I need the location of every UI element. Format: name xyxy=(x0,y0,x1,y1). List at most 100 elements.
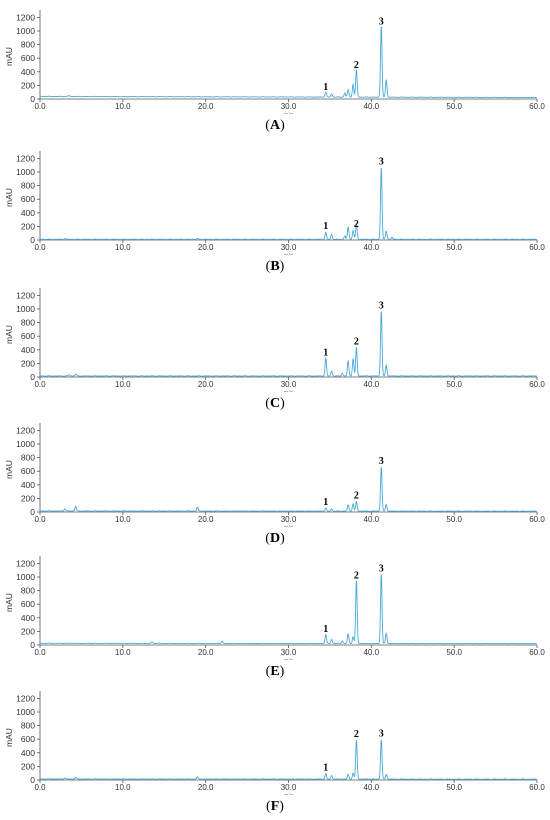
x-tick-label: 50.0 xyxy=(446,380,462,389)
peak-label-2: 2 xyxy=(354,490,359,501)
caption-letter: A xyxy=(269,118,281,133)
y-tick-label: 1000 xyxy=(16,572,35,582)
x-tick-label: 0.0 xyxy=(34,515,46,524)
x-tick-label: 30.0 xyxy=(281,380,297,389)
y-tick-label: 400 xyxy=(21,208,35,218)
chromatogram-trace xyxy=(40,167,537,240)
x-tick-label: 40.0 xyxy=(364,783,380,792)
y-tick-label: 400 xyxy=(21,345,35,355)
x-tick-label: 20.0 xyxy=(198,783,214,792)
x-tick-label: 30.0 xyxy=(281,243,297,252)
chromatogram-plot: 0 200 400 600 800 1000 1200 0.0 10.0 20.0 30.0 40.0… xyxy=(4,423,545,527)
chromatogram-panel-c: 0 200 400 600 800 1000 1200 0.0 10.0 20.0 30.0 40.0… xyxy=(0,280,550,417)
panel-caption: (C) xyxy=(0,396,550,412)
y-tick-label: 200 xyxy=(21,761,35,771)
peak-label-1: 1 xyxy=(323,497,328,508)
x-tick-label: 30.0 xyxy=(281,102,297,111)
panel-caption: (A) xyxy=(0,118,550,134)
y-tick-label: 800 xyxy=(21,453,35,463)
x-tick-label: 20.0 xyxy=(198,243,214,252)
x-tick-label: 30.0 xyxy=(281,648,297,657)
caption-letter: C xyxy=(269,396,281,411)
y-tick-label: 800 xyxy=(21,721,35,731)
caption-close-paren: ) xyxy=(279,259,285,274)
caption-open-paren: ( xyxy=(265,259,271,274)
chromatogram-panel-d: 0 200 400 600 800 1000 1200 0.0 10.0 20.0 30.0 40.0… xyxy=(0,415,550,552)
x-tick-label: 40.0 xyxy=(364,102,380,111)
y-tick-label: 600 xyxy=(21,331,35,341)
y-tick-label: 800 xyxy=(21,586,35,596)
x-tick-label: 0.0 xyxy=(34,380,46,389)
y-tick-label: 200 xyxy=(21,493,35,503)
chromatogram-panel-f: 0 200 400 600 800 1000 1200 0.0 10.0 20.0 30.0 40.0… xyxy=(0,683,550,820)
y-tick-label: 1000 xyxy=(16,439,35,449)
y-tick-label: 200 xyxy=(21,358,35,368)
x-tick-label: 0.0 xyxy=(34,243,46,252)
peak-label-1: 1 xyxy=(323,624,328,635)
x-tick-label: 20.0 xyxy=(198,648,214,657)
y-tick-label: 0 xyxy=(30,372,35,382)
peak-label-1: 1 xyxy=(323,221,328,232)
x-tick-label: 10.0 xyxy=(115,243,131,252)
x-tick-label: 50.0 xyxy=(446,783,462,792)
caption-close-paren: ) xyxy=(279,799,284,814)
peak-label-3: 3 xyxy=(379,300,384,311)
chromatogram-plot: 0 200 400 600 800 1000 1200 0.0 10.0 20.0 30.0 40.0… xyxy=(4,10,545,114)
y-tick-label: 600 xyxy=(21,466,35,476)
x-tick-label: 40.0 xyxy=(364,515,380,524)
x-tick-label: 20.0 xyxy=(198,380,214,389)
y-tick-label: 1200 xyxy=(16,153,35,163)
caption-close-paren: ) xyxy=(280,396,285,411)
y-tick-label: 1200 xyxy=(16,693,35,703)
y-tick-label: 1000 xyxy=(16,304,35,314)
y-axis-label: mAU xyxy=(4,325,14,344)
x-tick-label: 20.0 xyxy=(198,102,214,111)
peak-label-3: 3 xyxy=(379,157,384,168)
x-axis-label: min xyxy=(284,113,294,114)
y-tick-label: 1200 xyxy=(16,12,35,22)
x-tick-label: 60.0 xyxy=(529,243,545,252)
y-tick-label: 1000 xyxy=(16,707,35,717)
y-tick-label: 200 xyxy=(21,626,35,636)
caption-letter: E xyxy=(270,664,280,679)
x-tick-label: 40.0 xyxy=(364,380,380,389)
y-axis-label: mAU xyxy=(4,188,14,207)
y-tick-label: 200 xyxy=(21,80,35,90)
y-tick-label: 800 xyxy=(21,318,35,328)
chromatogram-panel-e: 0 200 400 600 800 1000 1200 0.0 10.0 20.0 30.0 40.0… xyxy=(0,548,550,685)
peak-label-1: 1 xyxy=(323,347,328,358)
peak-label-2: 2 xyxy=(354,729,359,740)
x-tick-label: 50.0 xyxy=(446,102,462,111)
chromatogram-panel-a: 0 200 400 600 800 1000 1200 0.0 10.0 20.0 30.0 40.0… xyxy=(0,2,550,139)
y-tick-label: 1000 xyxy=(16,167,35,177)
chromatogram-plot: 0 200 400 600 800 1000 1200 0.0 10.0 20.0 30.0 40.0… xyxy=(4,151,545,255)
x-tick-label: 0.0 xyxy=(34,102,46,111)
x-tick-label: 20.0 xyxy=(198,515,214,524)
x-tick-label: 10.0 xyxy=(115,783,131,792)
y-axis-label: mAU xyxy=(4,593,14,612)
y-tick-label: 1000 xyxy=(16,26,35,36)
peak-label-1: 1 xyxy=(323,82,328,93)
chromatogram-plot: 0 200 400 600 800 1000 1200 0.0 10.0 20.0 30.0 40.0… xyxy=(4,288,545,392)
y-tick-label: 800 xyxy=(21,40,35,50)
chromatogram-trace xyxy=(40,466,537,512)
chromatogram-trace xyxy=(40,311,537,377)
x-tick-label: 50.0 xyxy=(446,515,462,524)
y-tick-label: 600 xyxy=(21,599,35,609)
y-tick-label: 400 xyxy=(21,613,35,623)
x-axis-label: min xyxy=(284,254,294,255)
y-tick-label: 400 xyxy=(21,67,35,77)
y-axis-label: mAU xyxy=(4,728,14,747)
caption-letter: B xyxy=(270,259,280,274)
peak-label-3: 3 xyxy=(379,456,384,467)
y-tick-label: 600 xyxy=(21,53,35,63)
x-tick-label: 10.0 xyxy=(115,515,131,524)
chromatogram-panel-b: 0 200 400 600 800 1000 1200 0.0 10.0 20.0 30.0 40.0… xyxy=(0,143,550,280)
x-axis-label: min xyxy=(284,659,294,660)
y-tick-label: 0 xyxy=(30,94,35,104)
panel-caption: (B) xyxy=(0,259,550,275)
y-tick-label: 600 xyxy=(21,194,35,204)
x-tick-label: 60.0 xyxy=(529,102,545,111)
x-tick-label: 60.0 xyxy=(529,515,545,524)
chromatogram-plot: 0 200 400 600 800 1000 1200 0.0 10.0 20.0 30.0 40.0… xyxy=(4,691,545,795)
